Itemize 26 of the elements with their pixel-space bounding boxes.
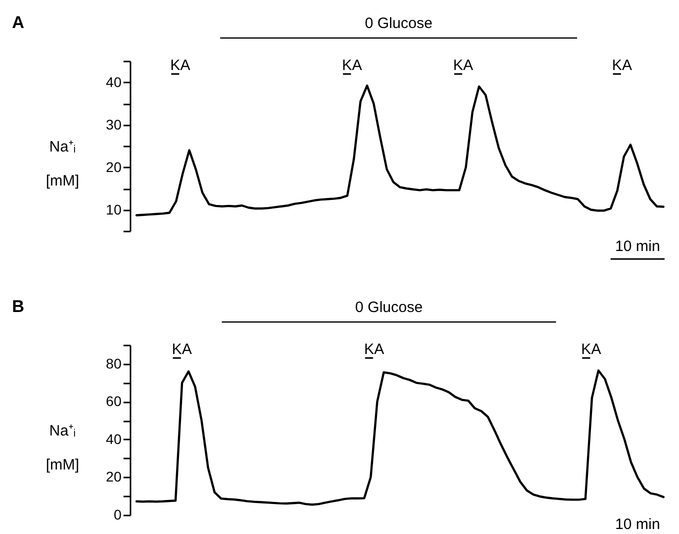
chart-title: B	[12, 297, 24, 316]
annotation: KA	[364, 341, 384, 358]
line-series	[135, 84, 665, 216]
y-tick-label: 80	[106, 355, 122, 372]
line-series	[135, 369, 665, 506]
y-tick-label: 60	[106, 393, 122, 410]
annotation: KA	[581, 341, 602, 358]
y-tick-label: 40	[106, 74, 122, 90]
y-tick-label: 20	[106, 468, 122, 485]
y-tick-label: 40	[106, 430, 122, 447]
y-axis-title: Na⁺ᵢ [mM]	[46, 138, 80, 190]
y-tick-label: 20	[106, 158, 122, 175]
annotation: KA	[170, 57, 190, 74]
text: 0 Glucose	[355, 299, 423, 316]
y-axis-title: Na⁺ᵢ [mM]	[46, 422, 80, 474]
chart-title: A	[12, 13, 24, 32]
text: 10 min	[615, 516, 660, 533]
text: 0 Glucose	[364, 15, 432, 32]
annotation: KA	[612, 57, 632, 74]
annotation: KA	[453, 57, 474, 74]
text: 10 min	[615, 238, 660, 255]
annotation: KA	[172, 341, 192, 358]
y-tick-label: 10	[106, 201, 122, 218]
annotation: KA	[342, 57, 362, 74]
y-tick-label: 0	[114, 506, 122, 522]
y-tick-label: 30	[106, 116, 122, 132]
